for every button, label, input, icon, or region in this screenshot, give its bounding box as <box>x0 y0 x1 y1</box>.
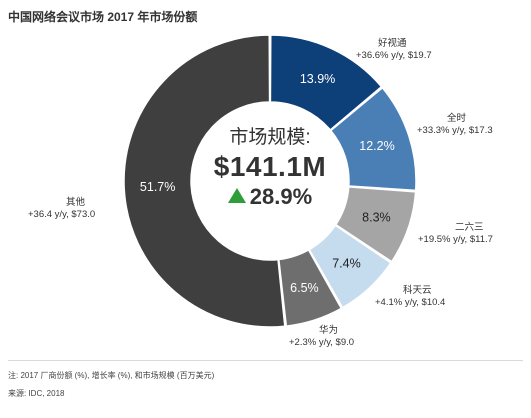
legend-label-haoshitong: 好视通 +36.6% y/y, $19.7 <box>356 38 432 62</box>
legend-label-ketianyun: 科天云 +4.1% y/y, $10.4 <box>375 285 445 309</box>
footnote-source: 来源: IDC, 2018 <box>8 389 65 398</box>
slice-detail: +2.3% y/y, $9.0 <box>289 337 355 348</box>
slice-detail: +36.4 y/y, $73.0 <box>28 209 96 220</box>
slice-name: 二六三 <box>455 222 484 233</box>
legend-label-huawei: 华为 +2.3% y/y, $9.0 <box>289 325 354 349</box>
slice-name: 其他 <box>66 197 86 208</box>
slice-detail: +4.1% y/y, $10.4 <box>375 297 446 308</box>
legend-label-others: 其他 +36.4 y/y, $73.0 <box>28 197 95 221</box>
legend-label-ersansan: 二六三 +19.5% y/y, $11.7 <box>418 222 493 246</box>
slice-value-label: 6.5% <box>290 281 319 295</box>
slice-2 <box>334 186 417 263</box>
slice-3 <box>308 224 392 309</box>
slice-value-label: 12.2% <box>359 139 394 153</box>
slice-1 <box>329 86 417 192</box>
slice-0 <box>269 34 383 132</box>
market-size-value: $141.1M <box>213 151 327 182</box>
slice-value-label: 7.4% <box>332 256 361 270</box>
growth-value: 28.9% <box>249 184 313 209</box>
up-arrow-icon <box>227 188 246 203</box>
market-size-label: 市场规模: <box>229 127 311 148</box>
slice-name: 全时 <box>447 113 467 124</box>
center-summary: 市场规模: $141.1M 28.9% <box>185 126 355 210</box>
slice-value-label: 13.9% <box>300 72 335 86</box>
slice-name: 好视通 <box>378 38 407 49</box>
slice-value-label: 51.7% <box>140 180 175 194</box>
slice-detail: +19.5% y/y, $11.7 <box>418 234 493 245</box>
footnote-divider <box>8 360 523 361</box>
legend-label-quanshi: 全时 +33.3% y/y, $17.3 <box>417 113 493 137</box>
growth-row: 28.9% <box>185 184 355 210</box>
footnote-note: 注: 2017 厂商份额 (%), 增长率 (%), 和市场规模 (百万美元) <box>8 371 215 380</box>
slice-4 <box>278 248 343 327</box>
slice-5 <box>123 34 286 328</box>
slice-name: 科天云 <box>403 285 432 296</box>
slice-value-label: 8.3% <box>362 210 391 224</box>
slice-name: 华为 <box>319 325 339 336</box>
chart-title: 中国网络会议市场 2017 年市场份额 <box>8 10 198 24</box>
slice-detail: +33.3% y/y, $17.3 <box>417 125 493 136</box>
slice-detail: +36.6% y/y, $19.7 <box>356 50 432 61</box>
